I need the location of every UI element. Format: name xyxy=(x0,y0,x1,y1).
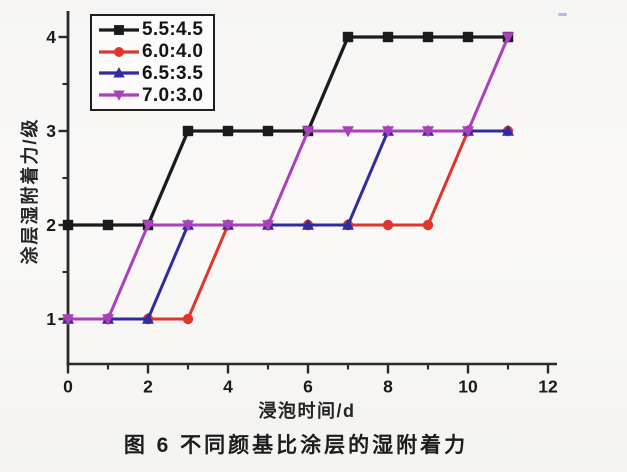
legend-item: 5.5:4.5 xyxy=(98,19,210,41)
legend-label: 5.5:4.5 xyxy=(142,19,204,41)
marker-triangle-up xyxy=(342,218,354,230)
marker-triangle-down xyxy=(382,126,394,138)
marker-triangle-up xyxy=(142,312,154,324)
marker-triangle-down xyxy=(62,314,74,326)
figure-caption: 图 6 不同颜基比涂层的湿附着力 xyxy=(123,434,469,457)
marker-square xyxy=(62,219,74,231)
legend-label: 6.0:4.0 xyxy=(142,41,204,63)
x-tick-label: 2 xyxy=(143,377,153,397)
series-7-0-3-0 xyxy=(62,32,514,326)
x-tick-label: 6 xyxy=(303,377,313,397)
marker-triangle-down xyxy=(113,90,125,102)
chart-legend: 5.5:4.5 6.0:4.0 6.5:3.5 7.0:3.0 xyxy=(90,14,215,111)
marker-triangle-down xyxy=(142,220,154,232)
legend-marker-triangle-up xyxy=(99,67,139,78)
marker-triangle-down xyxy=(342,126,354,138)
marker-square xyxy=(382,31,394,43)
y-tick-label: 4 xyxy=(46,27,56,47)
marker-circle xyxy=(422,219,434,231)
marker-square xyxy=(222,125,234,137)
marker-triangle-down xyxy=(462,126,474,138)
y-tick-labels: 1 2 3 4 xyxy=(46,27,56,329)
x-tick-label: 0 xyxy=(63,377,73,397)
marker-square xyxy=(262,125,274,137)
marker-triangle-up xyxy=(113,67,125,78)
legend-label: 6.5:3.5 xyxy=(142,62,204,84)
series-line xyxy=(68,35,508,227)
marker-triangle-up xyxy=(502,124,514,136)
marker-triangle-down xyxy=(302,126,314,138)
marker-square xyxy=(462,31,474,43)
marker-square xyxy=(102,219,114,231)
marker-triangle-down xyxy=(182,220,194,232)
marker-triangle-down xyxy=(422,126,434,138)
x-tick-label: 10 xyxy=(458,377,478,397)
marker-triangle-down xyxy=(262,220,274,232)
marker-square xyxy=(422,31,434,43)
x-tick-label: 12 xyxy=(538,377,558,397)
marker-square xyxy=(114,24,124,35)
legend-marker-square xyxy=(99,24,139,35)
legend-item: 7.0:3.0 xyxy=(98,84,210,106)
marker-triangle-down xyxy=(502,32,514,44)
legend-item: 6.5:3.5 xyxy=(98,63,210,85)
y-tick-label: 1 xyxy=(46,309,56,329)
x-tick-labels: 0 2 4 6 8 10 12 xyxy=(63,377,558,397)
legend-item: 6.0:4.0 xyxy=(98,41,210,63)
y-axis-label: 涂层湿附着力/级 xyxy=(20,117,40,265)
marker-triangle-down xyxy=(222,220,234,232)
marker-circle xyxy=(114,46,124,57)
x-tick-label: 4 xyxy=(223,377,233,397)
marker-triangle-down xyxy=(102,314,114,326)
marker-circle xyxy=(382,219,394,231)
y-tick-label: 3 xyxy=(46,121,56,141)
legend-label: 7.0:3.0 xyxy=(142,84,204,106)
legend-marker-circle xyxy=(99,46,139,57)
legend-marker-triangle-down xyxy=(99,90,139,102)
x-tick-label: 8 xyxy=(383,377,393,397)
marker-triangle-up xyxy=(302,218,314,230)
marker-square xyxy=(342,31,354,43)
y-tick-label: 2 xyxy=(46,215,56,235)
marker-circle xyxy=(182,313,194,325)
marker-square xyxy=(182,125,194,137)
x-axis-label: 浸泡时间/d xyxy=(258,401,356,421)
axes xyxy=(58,11,557,374)
scan-artifact xyxy=(558,13,567,16)
series-line xyxy=(68,36,510,321)
